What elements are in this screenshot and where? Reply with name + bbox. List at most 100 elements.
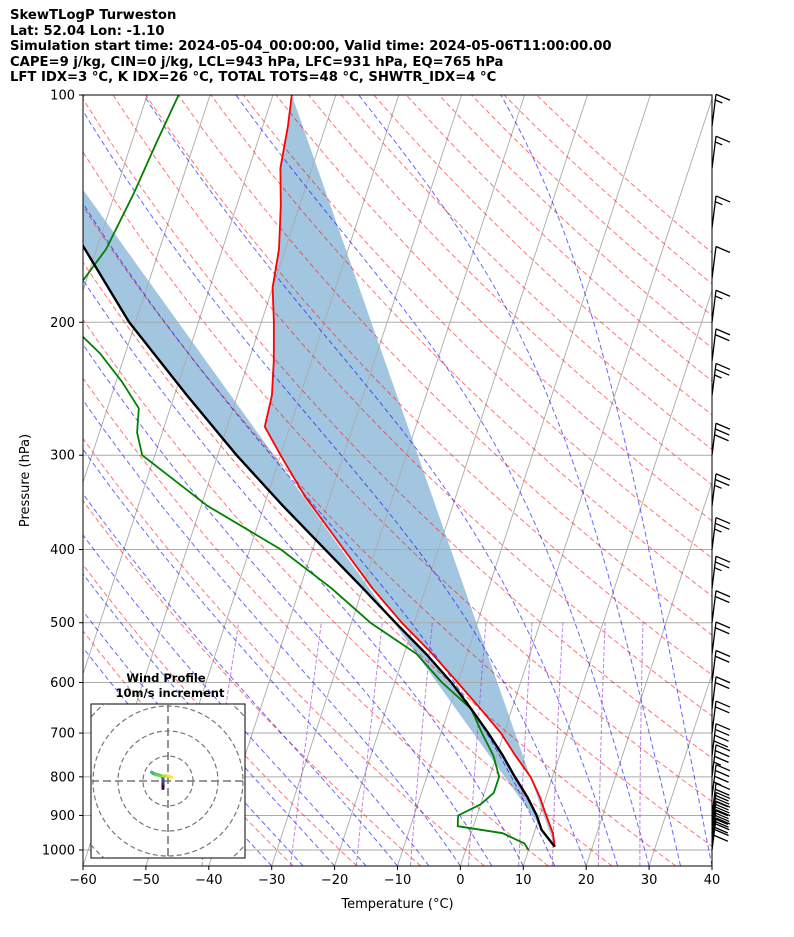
wind-barb <box>711 516 731 550</box>
isotherm-gridline <box>459 97 712 866</box>
temperature-line <box>263 95 556 847</box>
x-tick-label: 10 <box>515 873 532 888</box>
y-tick-label: 300 <box>50 449 75 464</box>
mixing-ratio-line <box>518 622 533 866</box>
x-tick-label: 40 <box>704 873 721 888</box>
y-tick-label: 700 <box>50 727 75 742</box>
mixing-ratio-line <box>551 622 564 866</box>
y-tick-label: 900 <box>50 809 75 824</box>
wind-barb <box>711 555 731 589</box>
indices-line: LFT IDX=3 °C, K IDX=26 °C, TOTAL TOTS=48… <box>10 70 497 85</box>
wind-barb <box>711 621 731 655</box>
wind-barb <box>711 723 731 756</box>
wind-barb <box>711 809 731 842</box>
dry-adiabat <box>83 261 677 866</box>
chart-axes: −60 −50 −40 −30 −20 −10 0 10 20 30 40 1000 900 800 700… <box>18 89 720 913</box>
hodograph-plot <box>91 704 245 858</box>
dry-adiabat <box>83 499 422 866</box>
mixing-ratio-line <box>639 622 644 866</box>
dry-adiabat <box>503 95 712 285</box>
x-tick-label: −10 <box>384 873 411 888</box>
dry-adiabat <box>83 318 613 866</box>
chart-title: SkewTLogP Turweston <box>10 8 177 23</box>
sounding-lines <box>83 95 556 851</box>
chart-header: SkewTLogP Turweston Lat: 52.04 Lon: -1.1… <box>10 8 612 86</box>
mixing-ratio-line <box>409 622 433 866</box>
isotherm-gridline <box>711 864 712 866</box>
isotherm-gridline <box>334 95 588 866</box>
isotherm-gridline <box>83 95 211 484</box>
dry-adiabat <box>83 563 358 866</box>
wind-barb <box>711 362 731 396</box>
wind-barb <box>711 791 731 825</box>
time-line: Simulation start time: 2024-05-04_00:00:… <box>10 39 612 54</box>
isotherm-gridline <box>648 672 712 866</box>
moist-adiabat <box>358 95 681 866</box>
moist-adiabat <box>83 610 304 866</box>
isotherm-gridline <box>522 289 712 866</box>
wind-barb <box>711 700 731 734</box>
wind-barb <box>711 473 731 506</box>
y-tick-label: 1000 <box>42 844 75 859</box>
wind-barb <box>711 764 731 797</box>
moist-adiabat <box>143 95 619 866</box>
hodograph-title: Wind Profile <box>126 671 206 685</box>
hodograph-segment <box>166 774 174 779</box>
dewpoint-line <box>83 95 530 851</box>
isotherm-gridline <box>271 95 525 866</box>
location-line: Lat: 52.04 Lon: -1.10 <box>10 23 165 39</box>
mixing-ratio-line <box>355 622 383 866</box>
x-tick-label: −50 <box>132 873 159 888</box>
hodograph-subtitle: 10m/s increment <box>116 686 225 700</box>
moist-adiabat <box>83 534 367 866</box>
dry-adiabat <box>373 95 712 416</box>
mixing-ratio-line <box>597 622 606 866</box>
isotherm-gridline <box>83 95 274 676</box>
wind-barb <box>711 135 731 169</box>
dry-adiabat <box>83 205 712 847</box>
wind-barb <box>711 93 731 127</box>
isotherm-gridline <box>585 480 712 866</box>
y-tick-label: 800 <box>50 770 75 785</box>
x-tick-label: 20 <box>578 873 595 888</box>
params-line: CAPE=9 j/kg, CIN=0 j/kg, LCL=943 hPa, LF… <box>10 54 504 70</box>
wind-barb <box>711 195 731 229</box>
isotherm-gridline <box>83 95 148 293</box>
y-tick-label: 100 <box>50 89 75 104</box>
moist-adiabat <box>83 343 493 866</box>
x-tick-label: 0 <box>456 873 464 888</box>
mixing-ratio-line <box>290 622 322 866</box>
parcel-line <box>83 243 556 848</box>
moist-adiabat <box>500 95 712 866</box>
x-tick-label: −60 <box>69 873 96 888</box>
x-axis-label: Temperature (°C) <box>340 897 453 912</box>
wind-barb <box>711 649 731 683</box>
moist-adiabat <box>83 279 524 866</box>
wind-barb <box>711 817 731 851</box>
wind-barb <box>711 328 731 361</box>
moist-adiabat <box>83 109 587 866</box>
dry-adiabat <box>275 95 712 522</box>
wind-barb <box>711 422 731 456</box>
y-tick-label: 600 <box>50 676 75 691</box>
y-tick-label: 400 <box>50 543 75 558</box>
dry-adiabat <box>145 95 712 676</box>
moist-adiabat <box>83 572 335 866</box>
wind-barbs <box>711 93 731 851</box>
y-tick-label: 200 <box>50 316 75 331</box>
moist-adiabat <box>83 399 461 866</box>
dry-adiabat <box>177 95 712 636</box>
wind-barb <box>711 590 731 623</box>
moist-adiabat <box>83 448 430 866</box>
dry-adiabat <box>83 377 549 866</box>
dry-adiabat <box>243 95 712 559</box>
wind-barb <box>711 676 731 709</box>
mixing-ratio-line <box>468 622 487 866</box>
dry-adiabat <box>405 95 712 382</box>
wind-barb <box>711 744 731 777</box>
y-tick-label: 500 <box>50 616 75 631</box>
isotherm-gridline <box>83 95 85 101</box>
x-tick-label: −40 <box>195 873 222 888</box>
